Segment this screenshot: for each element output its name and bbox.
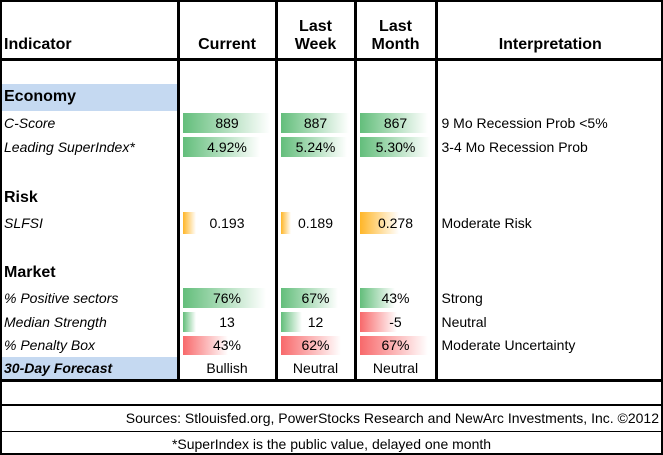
- forecast-value: Bullish: [178, 356, 278, 382]
- text: 867: [383, 114, 408, 131]
- text: 889: [215, 114, 239, 131]
- header: Indicator: [0, 0, 180, 61]
- value-cell: 5.24%: [276, 134, 357, 159]
- interpretation: Moderate Risk: [441, 214, 532, 231]
- value-cell: -5: [355, 309, 438, 334]
- footnote: *SuperIndex is the public value, delayed…: [0, 430, 663, 455]
- value-cell: 887: [276, 110, 357, 135]
- section-title: Risk: [0, 185, 180, 210]
- value-cell: 0.193: [178, 209, 278, 236]
- value-cell: 4.92%: [178, 134, 278, 159]
- forecast-label: 30-Day Forecast: [0, 356, 180, 382]
- text: 5.30%: [375, 138, 416, 155]
- text: Last: [299, 18, 332, 35]
- value-cell: 43%: [355, 285, 438, 310]
- interpretation: Neutral: [441, 313, 487, 330]
- header: Current: [178, 0, 278, 61]
- row-label: % Positive sectors: [0, 285, 180, 310]
- text: -5: [389, 313, 402, 330]
- text: 5.24%: [295, 138, 336, 155]
- value-cell: 13: [178, 309, 278, 334]
- header: Last Week: [276, 0, 357, 61]
- text: 0.193: [209, 214, 245, 231]
- text: 62%: [301, 337, 330, 353]
- interpretation: Strong: [441, 289, 483, 306]
- text: 67%: [301, 289, 330, 306]
- section-title: Market: [0, 260, 180, 286]
- row-label: Median Strength: [0, 309, 180, 334]
- text: 43%: [381, 289, 410, 306]
- value-cell: 67%: [276, 285, 357, 310]
- row-label: C-Score: [0, 110, 180, 135]
- value-cell: 5.30%: [355, 134, 438, 159]
- text: 67%: [381, 337, 410, 353]
- value-cell: 0.278: [355, 209, 438, 236]
- value-cell: 867: [355, 110, 438, 135]
- header: Last Month: [355, 0, 438, 61]
- header: Interpretation: [436, 0, 663, 61]
- forecast-value: Neutral: [355, 356, 438, 382]
- value-cell: 76%: [178, 285, 278, 310]
- row-label: SLFSI: [0, 209, 180, 236]
- value-cell: 12: [276, 309, 357, 334]
- text: Month: [371, 36, 420, 53]
- interpretation: Moderate Uncertainty: [441, 337, 576, 353]
- sources: Sources: Stlouisfed.org, PowerStocks Res…: [0, 403, 663, 431]
- value-cell: 62%: [276, 333, 357, 357]
- text: 12: [307, 313, 324, 330]
- value-cell: 0.189: [276, 209, 357, 236]
- text: Week: [294, 36, 337, 53]
- text: 0.189: [297, 214, 334, 231]
- text: 0.278: [377, 214, 414, 231]
- value-cell: 889: [178, 110, 278, 135]
- row-label: Leading SuperIndex*: [0, 134, 180, 159]
- text: 43%: [212, 337, 242, 353]
- text: 76%: [212, 289, 242, 306]
- interpretation: 9 Mo Recession Prob <5%: [441, 114, 608, 131]
- value-cell: 67%: [355, 333, 438, 357]
- interpretation: 3-4 Mo Recession Prob: [441, 138, 588, 155]
- value-cell: 43%: [178, 333, 278, 357]
- text: 13: [219, 313, 235, 330]
- text: 887: [303, 114, 328, 131]
- forecast-value: Neutral: [276, 356, 357, 382]
- row-label: % Penalty Box: [0, 333, 180, 357]
- section-title: Economy: [0, 83, 180, 111]
- text: 4.92%: [207, 138, 247, 155]
- text: Last: [379, 18, 412, 35]
